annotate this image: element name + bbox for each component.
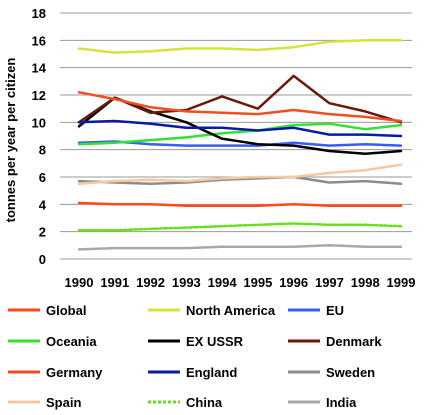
legend-item-denmark: Denmark bbox=[288, 334, 382, 349]
series-line-germany bbox=[77, 91, 403, 123]
legend-item-ex-ussr: EX USSR bbox=[148, 334, 244, 349]
series-line-sweden bbox=[77, 175, 403, 186]
legend-item-north-america: North America bbox=[148, 303, 276, 318]
series-line-india bbox=[77, 244, 403, 251]
legend-label: England bbox=[186, 365, 237, 380]
legend: Global North America EU Oceania EX USSR Denma… bbox=[8, 303, 382, 410]
x-tick-label: 1996 bbox=[279, 275, 308, 290]
y-tick-label: 12 bbox=[32, 88, 46, 103]
legend-label: China bbox=[186, 395, 223, 410]
legend-item-global: Global bbox=[8, 303, 86, 318]
legend-item-germany: Germany bbox=[8, 365, 103, 380]
series-line-oceania bbox=[77, 122, 403, 146]
y-tick-label: 16 bbox=[32, 33, 46, 48]
legend-item-india: India bbox=[288, 395, 357, 410]
x-tick-label: 1992 bbox=[136, 275, 165, 290]
y-tick-label: 6 bbox=[39, 170, 46, 185]
y-axis-title: tonnes per year per citizen bbox=[3, 58, 18, 223]
x-tick-label: 1994 bbox=[208, 275, 238, 290]
y-tick-label: 18 bbox=[32, 6, 46, 21]
legend-item-eu: EU bbox=[288, 303, 344, 318]
series-line-china bbox=[77, 222, 403, 232]
series-line-spain bbox=[77, 163, 403, 186]
y-tick-label: 0 bbox=[39, 252, 46, 267]
y-tick-label: 10 bbox=[32, 115, 46, 130]
x-tick-label: 1991 bbox=[100, 275, 129, 290]
series-line-england bbox=[77, 119, 403, 138]
legend-label: EU bbox=[326, 303, 344, 318]
legend-label: India bbox=[326, 395, 357, 410]
series-line-global bbox=[77, 201, 403, 207]
series-line-eu bbox=[77, 140, 403, 147]
series-layer bbox=[77, 39, 403, 251]
legend-item-oceania: Oceania bbox=[8, 334, 97, 349]
y-tick-label: 8 bbox=[39, 143, 46, 158]
legend-label: Germany bbox=[46, 365, 103, 380]
x-tick-label: 1995 bbox=[243, 275, 272, 290]
legend-label: North America bbox=[186, 303, 276, 318]
legend-label: Spain bbox=[46, 395, 81, 410]
legend-label: Global bbox=[46, 303, 86, 318]
x-tick-label: 1990 bbox=[65, 275, 94, 290]
y-tick-label: 14 bbox=[32, 61, 47, 76]
legend-item-england: England bbox=[148, 365, 237, 380]
legend-item-sweden: Sweden bbox=[288, 365, 375, 380]
x-tick-labels: 1990 1991 1992 1993 1994 1995 1996 1997 1998 1999 bbox=[65, 275, 416, 290]
y-tick-label: 2 bbox=[39, 225, 46, 240]
legend-label: Sweden bbox=[326, 365, 375, 380]
x-tick-label: 1998 bbox=[351, 275, 380, 290]
legend-item-spain: Spain bbox=[8, 395, 81, 410]
x-tick-label: 1999 bbox=[387, 275, 416, 290]
y-tick-label: 4 bbox=[39, 197, 47, 212]
legend-label: EX USSR bbox=[186, 334, 244, 349]
legend-label: Denmark bbox=[326, 334, 382, 349]
legend-item-china: China bbox=[148, 395, 223, 410]
legend-label: Oceania bbox=[46, 334, 97, 349]
y-tick-labels: 0 2 4 6 8 10 12 14 16 18 bbox=[32, 6, 47, 267]
x-tick-label: 1997 bbox=[315, 275, 344, 290]
series-line-denmark bbox=[77, 74, 403, 124]
series-line-north-america bbox=[77, 39, 403, 54]
x-tick-label: 1993 bbox=[172, 275, 201, 290]
